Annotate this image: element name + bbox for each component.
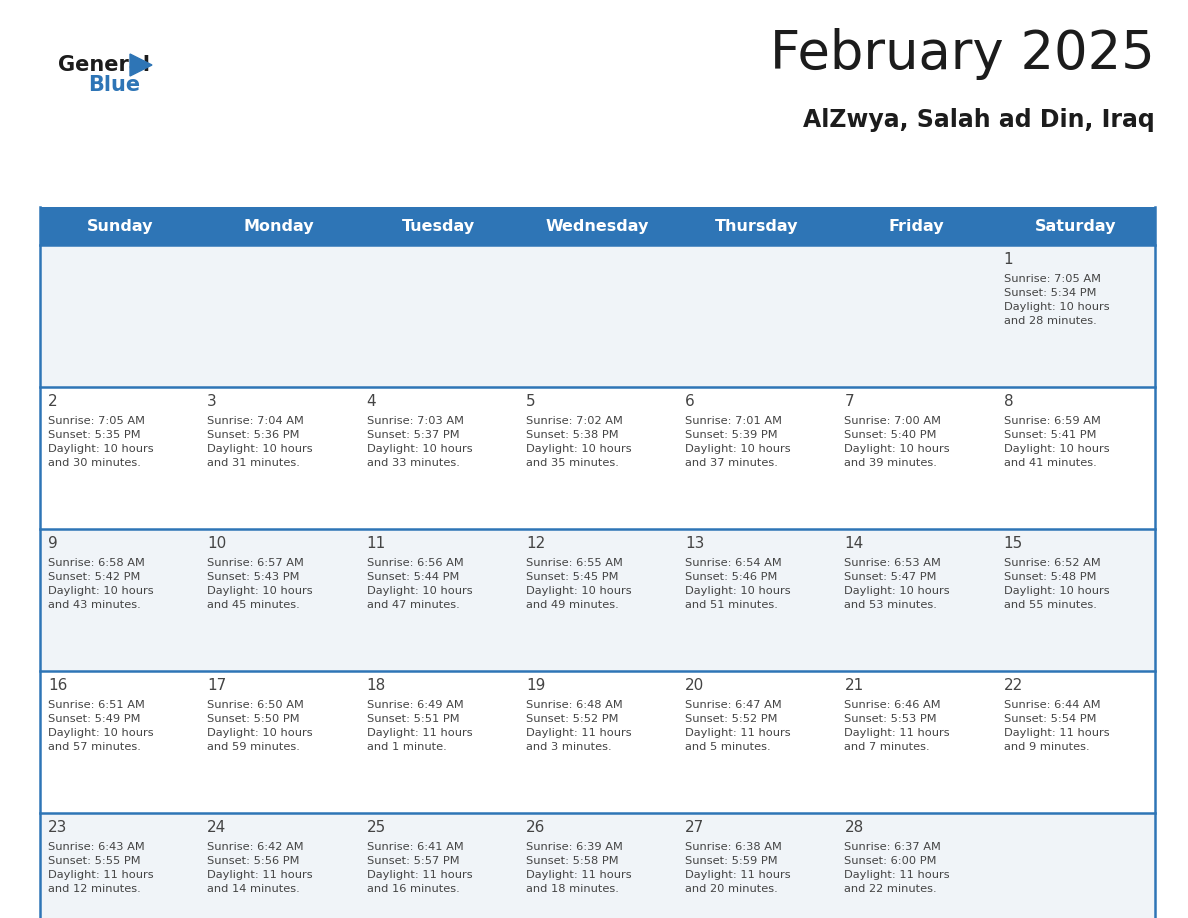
Text: AlZwya, Salah ad Din, Iraq: AlZwya, Salah ad Din, Iraq xyxy=(803,108,1155,132)
Text: Thursday: Thursday xyxy=(715,218,798,233)
Text: 22: 22 xyxy=(1004,678,1023,693)
Bar xyxy=(40,813,1155,918)
Text: Sunrise: 7:01 AM
Sunset: 5:39 PM
Daylight: 10 hours
and 37 minutes.: Sunrise: 7:01 AM Sunset: 5:39 PM Dayligh… xyxy=(685,416,791,468)
Text: Sunrise: 7:04 AM
Sunset: 5:36 PM
Daylight: 10 hours
and 31 minutes.: Sunrise: 7:04 AM Sunset: 5:36 PM Dayligh… xyxy=(207,416,312,468)
Text: 19: 19 xyxy=(526,678,545,693)
Text: Blue: Blue xyxy=(88,75,140,95)
Text: 1: 1 xyxy=(1004,252,1013,267)
Text: Monday: Monday xyxy=(244,218,315,233)
Text: Sunrise: 6:50 AM
Sunset: 5:50 PM
Daylight: 10 hours
and 59 minutes.: Sunrise: 6:50 AM Sunset: 5:50 PM Dayligh… xyxy=(207,700,312,752)
Text: 5: 5 xyxy=(526,394,536,409)
Text: Sunrise: 6:42 AM
Sunset: 5:56 PM
Daylight: 11 hours
and 14 minutes.: Sunrise: 6:42 AM Sunset: 5:56 PM Dayligh… xyxy=(207,842,312,894)
Bar xyxy=(40,207,1155,245)
Text: 11: 11 xyxy=(367,536,386,551)
Text: Sunrise: 6:59 AM
Sunset: 5:41 PM
Daylight: 10 hours
and 41 minutes.: Sunrise: 6:59 AM Sunset: 5:41 PM Dayligh… xyxy=(1004,416,1110,468)
Text: Friday: Friday xyxy=(889,218,944,233)
Text: 7: 7 xyxy=(845,394,854,409)
Text: Sunrise: 6:57 AM
Sunset: 5:43 PM
Daylight: 10 hours
and 45 minutes.: Sunrise: 6:57 AM Sunset: 5:43 PM Dayligh… xyxy=(207,558,312,610)
Text: 26: 26 xyxy=(526,820,545,835)
Text: 17: 17 xyxy=(207,678,227,693)
Bar xyxy=(40,529,1155,671)
Text: 27: 27 xyxy=(685,820,704,835)
Text: February 2025: February 2025 xyxy=(770,28,1155,80)
Text: Wednesday: Wednesday xyxy=(545,218,649,233)
Text: Tuesday: Tuesday xyxy=(402,218,475,233)
Polygon shape xyxy=(129,54,152,76)
Text: Sunrise: 6:52 AM
Sunset: 5:48 PM
Daylight: 10 hours
and 55 minutes.: Sunrise: 6:52 AM Sunset: 5:48 PM Dayligh… xyxy=(1004,558,1110,610)
Bar xyxy=(40,245,1155,387)
Text: 8: 8 xyxy=(1004,394,1013,409)
Text: Sunrise: 7:02 AM
Sunset: 5:38 PM
Daylight: 10 hours
and 35 minutes.: Sunrise: 7:02 AM Sunset: 5:38 PM Dayligh… xyxy=(526,416,632,468)
Text: 3: 3 xyxy=(207,394,217,409)
Text: Sunrise: 6:55 AM
Sunset: 5:45 PM
Daylight: 10 hours
and 49 minutes.: Sunrise: 6:55 AM Sunset: 5:45 PM Dayligh… xyxy=(526,558,632,610)
Text: Sunrise: 6:41 AM
Sunset: 5:57 PM
Daylight: 11 hours
and 16 minutes.: Sunrise: 6:41 AM Sunset: 5:57 PM Dayligh… xyxy=(367,842,472,894)
Text: Sunrise: 6:56 AM
Sunset: 5:44 PM
Daylight: 10 hours
and 47 minutes.: Sunrise: 6:56 AM Sunset: 5:44 PM Dayligh… xyxy=(367,558,472,610)
Text: Sunrise: 6:46 AM
Sunset: 5:53 PM
Daylight: 11 hours
and 7 minutes.: Sunrise: 6:46 AM Sunset: 5:53 PM Dayligh… xyxy=(845,700,950,752)
Text: Sunrise: 6:43 AM
Sunset: 5:55 PM
Daylight: 11 hours
and 12 minutes.: Sunrise: 6:43 AM Sunset: 5:55 PM Dayligh… xyxy=(48,842,153,894)
Text: Sunrise: 6:44 AM
Sunset: 5:54 PM
Daylight: 11 hours
and 9 minutes.: Sunrise: 6:44 AM Sunset: 5:54 PM Dayligh… xyxy=(1004,700,1110,752)
Text: 9: 9 xyxy=(48,536,58,551)
Text: 20: 20 xyxy=(685,678,704,693)
Text: 24: 24 xyxy=(207,820,227,835)
Text: Sunrise: 6:54 AM
Sunset: 5:46 PM
Daylight: 10 hours
and 51 minutes.: Sunrise: 6:54 AM Sunset: 5:46 PM Dayligh… xyxy=(685,558,791,610)
Text: 6: 6 xyxy=(685,394,695,409)
Text: 21: 21 xyxy=(845,678,864,693)
Text: 4: 4 xyxy=(367,394,377,409)
Text: Saturday: Saturday xyxy=(1035,218,1116,233)
Text: Sunrise: 6:51 AM
Sunset: 5:49 PM
Daylight: 10 hours
and 57 minutes.: Sunrise: 6:51 AM Sunset: 5:49 PM Dayligh… xyxy=(48,700,153,752)
Text: 12: 12 xyxy=(526,536,545,551)
Text: 14: 14 xyxy=(845,536,864,551)
Text: 23: 23 xyxy=(48,820,68,835)
Text: 16: 16 xyxy=(48,678,68,693)
Text: 25: 25 xyxy=(367,820,386,835)
Text: 13: 13 xyxy=(685,536,704,551)
Text: 10: 10 xyxy=(207,536,227,551)
Text: General: General xyxy=(58,55,150,75)
Text: Sunrise: 6:38 AM
Sunset: 5:59 PM
Daylight: 11 hours
and 20 minutes.: Sunrise: 6:38 AM Sunset: 5:59 PM Dayligh… xyxy=(685,842,791,894)
Text: 18: 18 xyxy=(367,678,386,693)
Text: Sunrise: 7:03 AM
Sunset: 5:37 PM
Daylight: 10 hours
and 33 minutes.: Sunrise: 7:03 AM Sunset: 5:37 PM Dayligh… xyxy=(367,416,472,468)
Text: 2: 2 xyxy=(48,394,58,409)
Bar xyxy=(40,387,1155,529)
Text: Sunrise: 6:39 AM
Sunset: 5:58 PM
Daylight: 11 hours
and 18 minutes.: Sunrise: 6:39 AM Sunset: 5:58 PM Dayligh… xyxy=(526,842,632,894)
Text: Sunrise: 6:53 AM
Sunset: 5:47 PM
Daylight: 10 hours
and 53 minutes.: Sunrise: 6:53 AM Sunset: 5:47 PM Dayligh… xyxy=(845,558,950,610)
Bar xyxy=(40,671,1155,813)
Text: 28: 28 xyxy=(845,820,864,835)
Text: Sunrise: 7:05 AM
Sunset: 5:35 PM
Daylight: 10 hours
and 30 minutes.: Sunrise: 7:05 AM Sunset: 5:35 PM Dayligh… xyxy=(48,416,153,468)
Text: 15: 15 xyxy=(1004,536,1023,551)
Text: Sunday: Sunday xyxy=(87,218,153,233)
Text: Sunrise: 6:58 AM
Sunset: 5:42 PM
Daylight: 10 hours
and 43 minutes.: Sunrise: 6:58 AM Sunset: 5:42 PM Dayligh… xyxy=(48,558,153,610)
Text: Sunrise: 6:49 AM
Sunset: 5:51 PM
Daylight: 11 hours
and 1 minute.: Sunrise: 6:49 AM Sunset: 5:51 PM Dayligh… xyxy=(367,700,472,752)
Text: Sunrise: 6:37 AM
Sunset: 6:00 PM
Daylight: 11 hours
and 22 minutes.: Sunrise: 6:37 AM Sunset: 6:00 PM Dayligh… xyxy=(845,842,950,894)
Text: Sunrise: 6:48 AM
Sunset: 5:52 PM
Daylight: 11 hours
and 3 minutes.: Sunrise: 6:48 AM Sunset: 5:52 PM Dayligh… xyxy=(526,700,632,752)
Text: Sunrise: 6:47 AM
Sunset: 5:52 PM
Daylight: 11 hours
and 5 minutes.: Sunrise: 6:47 AM Sunset: 5:52 PM Dayligh… xyxy=(685,700,791,752)
Text: Sunrise: 7:05 AM
Sunset: 5:34 PM
Daylight: 10 hours
and 28 minutes.: Sunrise: 7:05 AM Sunset: 5:34 PM Dayligh… xyxy=(1004,274,1110,326)
Text: Sunrise: 7:00 AM
Sunset: 5:40 PM
Daylight: 10 hours
and 39 minutes.: Sunrise: 7:00 AM Sunset: 5:40 PM Dayligh… xyxy=(845,416,950,468)
